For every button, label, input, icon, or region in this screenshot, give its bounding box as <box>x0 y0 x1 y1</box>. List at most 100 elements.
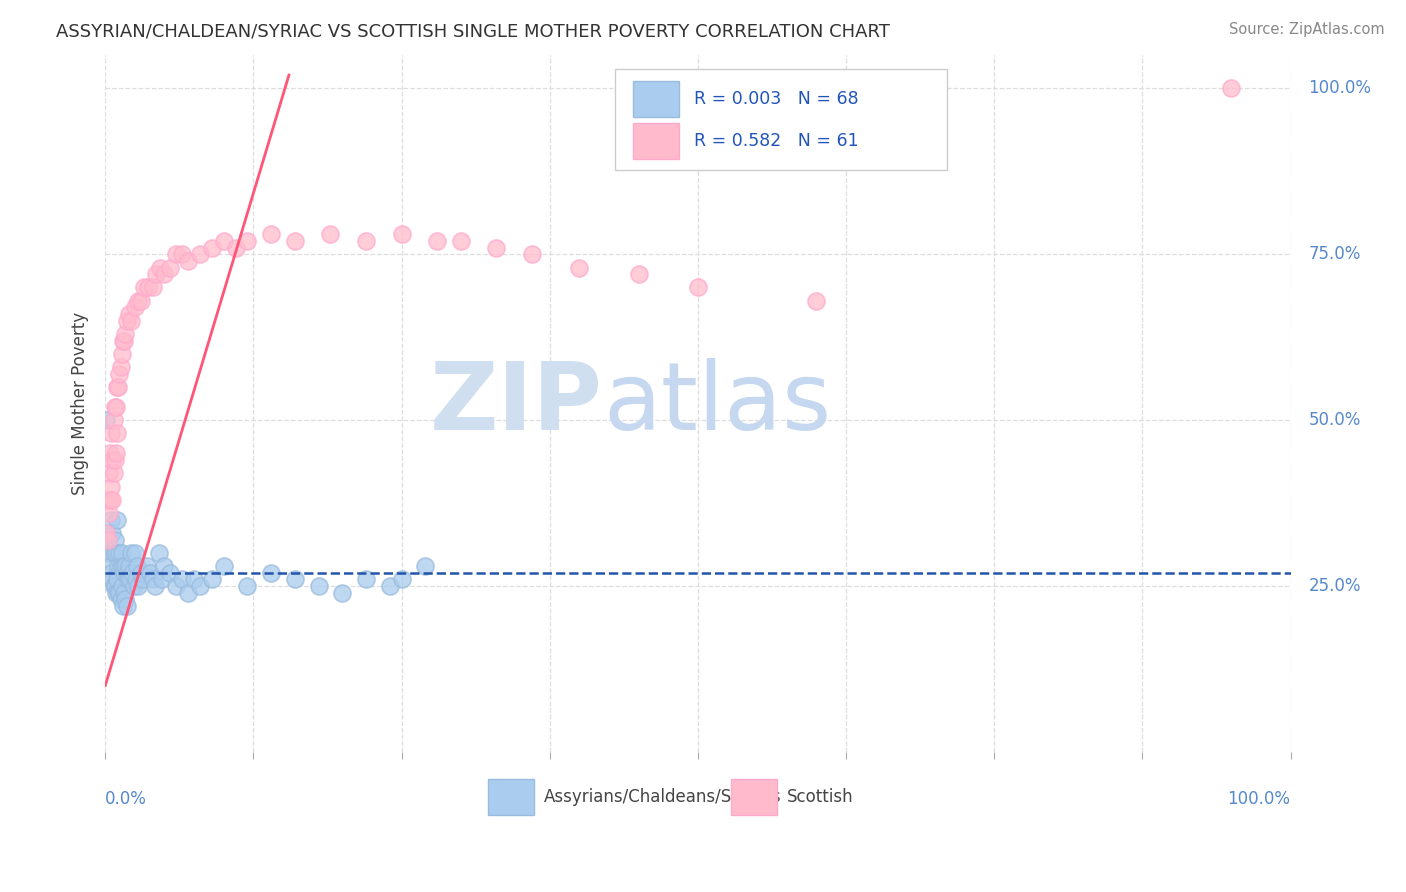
Point <box>135 559 157 574</box>
Point <box>188 247 211 261</box>
Point <box>212 234 235 248</box>
Point <box>104 579 127 593</box>
Point <box>142 573 165 587</box>
Point <box>122 579 145 593</box>
Point <box>201 241 224 255</box>
Point <box>120 573 142 587</box>
Text: Assyrians/Chaldeans/Syriacs: Assyrians/Chaldeans/Syriacs <box>544 789 782 806</box>
Point <box>150 573 173 587</box>
Point <box>107 559 129 574</box>
Point <box>97 533 120 547</box>
Text: 100.0%: 100.0% <box>1227 790 1291 808</box>
Point <box>129 566 152 580</box>
Point <box>134 280 156 294</box>
Point <box>139 566 162 580</box>
Point <box>115 313 138 327</box>
Point <box>121 566 143 580</box>
Point <box>260 227 283 242</box>
Point <box>378 579 401 593</box>
Point <box>100 513 122 527</box>
Point <box>100 426 122 441</box>
Point <box>112 586 135 600</box>
Point <box>101 492 124 507</box>
Point <box>103 546 125 560</box>
Point <box>114 559 136 574</box>
Point <box>115 566 138 580</box>
Point <box>105 426 128 441</box>
Text: atlas: atlas <box>603 358 831 450</box>
Point <box>120 313 142 327</box>
Point <box>111 579 134 593</box>
Point <box>105 380 128 394</box>
Text: 50.0%: 50.0% <box>1309 411 1361 429</box>
Point <box>485 241 508 255</box>
Point <box>236 234 259 248</box>
Point <box>110 592 132 607</box>
Text: ZIP: ZIP <box>430 358 603 450</box>
Text: 75.0%: 75.0% <box>1309 245 1361 263</box>
Point <box>177 586 200 600</box>
Point <box>391 573 413 587</box>
Point <box>117 573 139 587</box>
Point <box>127 579 149 593</box>
Point <box>97 492 120 507</box>
Point <box>104 586 127 600</box>
Point <box>100 566 122 580</box>
Point <box>111 347 134 361</box>
Text: Source: ZipAtlas.com: Source: ZipAtlas.com <box>1229 22 1385 37</box>
Point <box>806 293 828 308</box>
Point <box>413 559 436 574</box>
Point <box>96 526 118 541</box>
Point <box>308 579 330 593</box>
Text: Scottish: Scottish <box>787 789 853 806</box>
Point <box>284 234 307 248</box>
Point <box>212 559 235 574</box>
Point <box>132 573 155 587</box>
Point <box>104 533 127 547</box>
Point <box>118 559 141 574</box>
Point <box>354 573 377 587</box>
Point <box>1220 81 1243 95</box>
FancyBboxPatch shape <box>614 69 946 170</box>
Point <box>260 566 283 580</box>
Text: R = 0.003   N = 68: R = 0.003 N = 68 <box>695 90 859 108</box>
Point <box>143 579 166 593</box>
Point <box>108 586 131 600</box>
Point <box>148 546 170 560</box>
Point <box>153 267 176 281</box>
Point <box>426 234 449 248</box>
Point <box>127 293 149 308</box>
Point <box>159 566 181 580</box>
Point <box>319 227 342 242</box>
Point <box>98 492 121 507</box>
Point <box>115 599 138 613</box>
Point <box>112 334 135 348</box>
Point <box>125 573 148 587</box>
Point <box>568 260 591 275</box>
Point <box>108 367 131 381</box>
Point <box>225 241 247 255</box>
Point <box>142 280 165 294</box>
Point <box>165 247 187 261</box>
Point <box>107 586 129 600</box>
Point <box>201 573 224 587</box>
Point <box>450 234 472 248</box>
Point <box>153 559 176 574</box>
FancyBboxPatch shape <box>488 780 534 815</box>
Text: 0.0%: 0.0% <box>105 790 148 808</box>
Point <box>183 573 205 587</box>
Point <box>111 599 134 613</box>
Point <box>172 247 194 261</box>
Point <box>111 559 134 574</box>
Point <box>111 334 134 348</box>
Point <box>124 301 146 315</box>
Point <box>145 267 167 281</box>
Point <box>112 566 135 580</box>
Point <box>284 573 307 587</box>
Point <box>149 260 172 275</box>
Point <box>114 592 136 607</box>
Point <box>159 260 181 275</box>
Point <box>111 546 134 560</box>
Point <box>101 573 124 587</box>
Point <box>104 446 127 460</box>
